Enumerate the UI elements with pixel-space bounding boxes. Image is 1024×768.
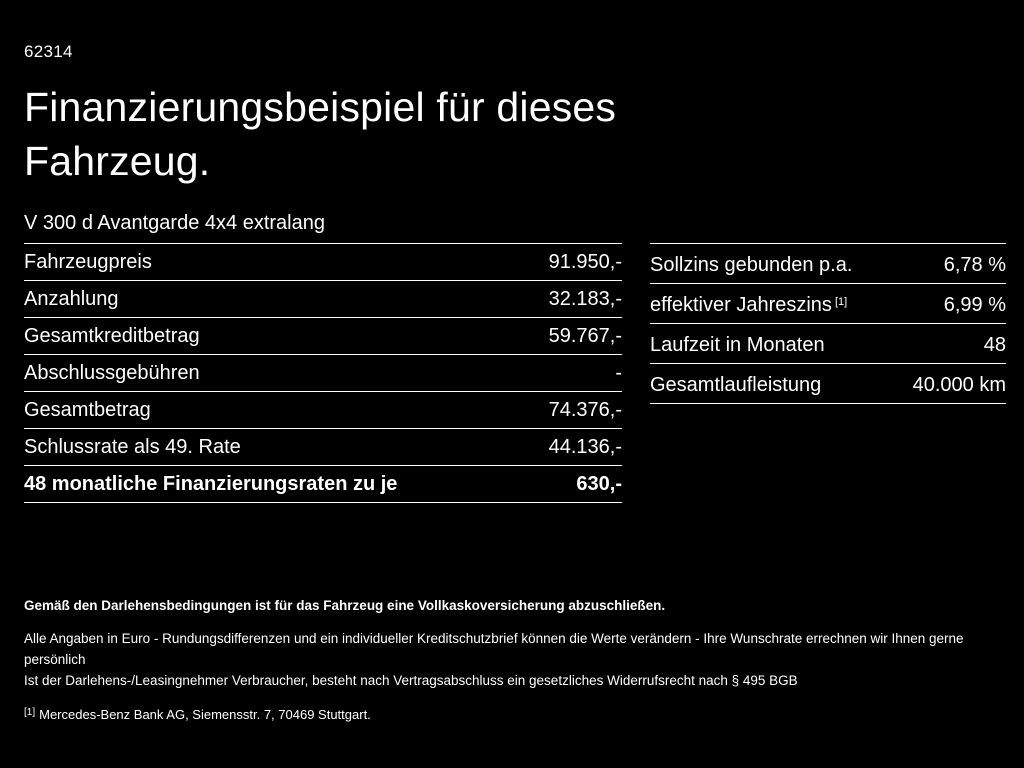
bank-footnote: [1] Mercedes-Benz Bank AG, Siemensstr. 7,… bbox=[24, 707, 984, 722]
table-row-monatsrate: 48 monatliche Finanzierungsraten zu je 6… bbox=[24, 465, 622, 502]
disclaimer-line-1: Alle Angaben in Euro - Rundungsdifferenz… bbox=[24, 631, 964, 667]
table-row-gesamtbetrag: Gesamtbetrag 74.376,- bbox=[24, 391, 622, 428]
footnote-text: Mercedes-Benz Bank AG, Siemensstr. 7, 70… bbox=[39, 707, 371, 722]
row-label: Sollzins gebunden p.a. bbox=[650, 254, 853, 276]
row-label: 48 monatliche Finanzierungsraten zu je bbox=[24, 473, 398, 495]
page-title-line-1: Finanzierungsbeispiel für dieses bbox=[24, 84, 617, 130]
row-label: effektiver Jahreszins [1] bbox=[650, 294, 848, 316]
table-row-abschlussgebuehren: Abschlussgebühren - bbox=[24, 354, 622, 391]
row-label: Laufzeit in Monaten bbox=[650, 334, 825, 356]
row-value: 59.767,- bbox=[548, 325, 622, 347]
row-label: Gesamtbetrag bbox=[24, 399, 151, 421]
insurance-note: Gemäß den Darlehensbedingungen ist für d… bbox=[24, 598, 666, 613]
row-value: 32.183,- bbox=[548, 288, 622, 310]
row-value: 6,99 % bbox=[943, 294, 1006, 316]
disclaimer-line-2: Ist der Darlehens-/Leasingnehmer Verbrau… bbox=[24, 673, 798, 688]
table-row-gesamtlaufleistung: Gesamtlaufleistung 40.000 km bbox=[650, 363, 1006, 403]
row-label: Schlussrate als 49. Rate bbox=[24, 436, 241, 458]
page-title-line-2: Fahrzeug. bbox=[24, 138, 211, 184]
footnote-marker: [1] bbox=[24, 707, 36, 718]
row-label: Fahrzeugpreis bbox=[24, 251, 152, 273]
row-value: 44.136,- bbox=[548, 436, 622, 458]
row-value: - bbox=[615, 362, 622, 384]
row-value: 40.000 km bbox=[912, 374, 1006, 396]
row-value: 48 bbox=[983, 334, 1006, 356]
page-title: Finanzierungsbeispiel für dieses Fahrzeu… bbox=[24, 80, 616, 188]
table-row-anzahlung: Anzahlung 32.183,- bbox=[24, 280, 622, 317]
table-row-laufzeit: Laufzeit in Monaten 48 bbox=[650, 323, 1006, 363]
finance-table-right: Sollzins gebunden p.a. 6,78 % effektiver… bbox=[650, 243, 1006, 404]
row-label: Anzahlung bbox=[24, 288, 119, 310]
page-code: 62314 bbox=[24, 42, 73, 61]
row-value: 91.950,- bbox=[548, 251, 622, 273]
row-label: Gesamtkreditbetrag bbox=[24, 325, 200, 347]
table-row-schlussrate: Schlussrate als 49. Rate 44.136,- bbox=[24, 428, 622, 465]
vehicle-model-subtitle: V 300 d Avantgarde 4x4 extralang bbox=[24, 212, 325, 234]
table-row-fahrzeugpreis: Fahrzeugpreis 91.950,- bbox=[24, 243, 622, 280]
row-label: Gesamtlaufleistung bbox=[650, 374, 822, 396]
finance-table-left: Fahrzeugpreis 91.950,- Anzahlung 32.183,… bbox=[24, 243, 622, 503]
table-row-sollzins: Sollzins gebunden p.a. 6,78 % bbox=[650, 243, 1006, 283]
finance-tables: Fahrzeugpreis 91.950,- Anzahlung 32.183,… bbox=[24, 243, 1006, 503]
row-value: 630,- bbox=[576, 473, 622, 495]
footnote-marker: [1] bbox=[834, 296, 848, 308]
row-label: Abschlussgebühren bbox=[24, 362, 200, 384]
row-value: 6,78 % bbox=[943, 254, 1006, 276]
table-row-gesamtkreditbetrag: Gesamtkreditbetrag 59.767,- bbox=[24, 317, 622, 354]
disclaimer-footer: Gemäß den Darlehensbedingungen ist für d… bbox=[24, 598, 984, 722]
row-value: 74.376,- bbox=[548, 399, 622, 421]
table-row-effektiver-jahreszins: effektiver Jahreszins [1] 6,99 % bbox=[650, 283, 1006, 323]
